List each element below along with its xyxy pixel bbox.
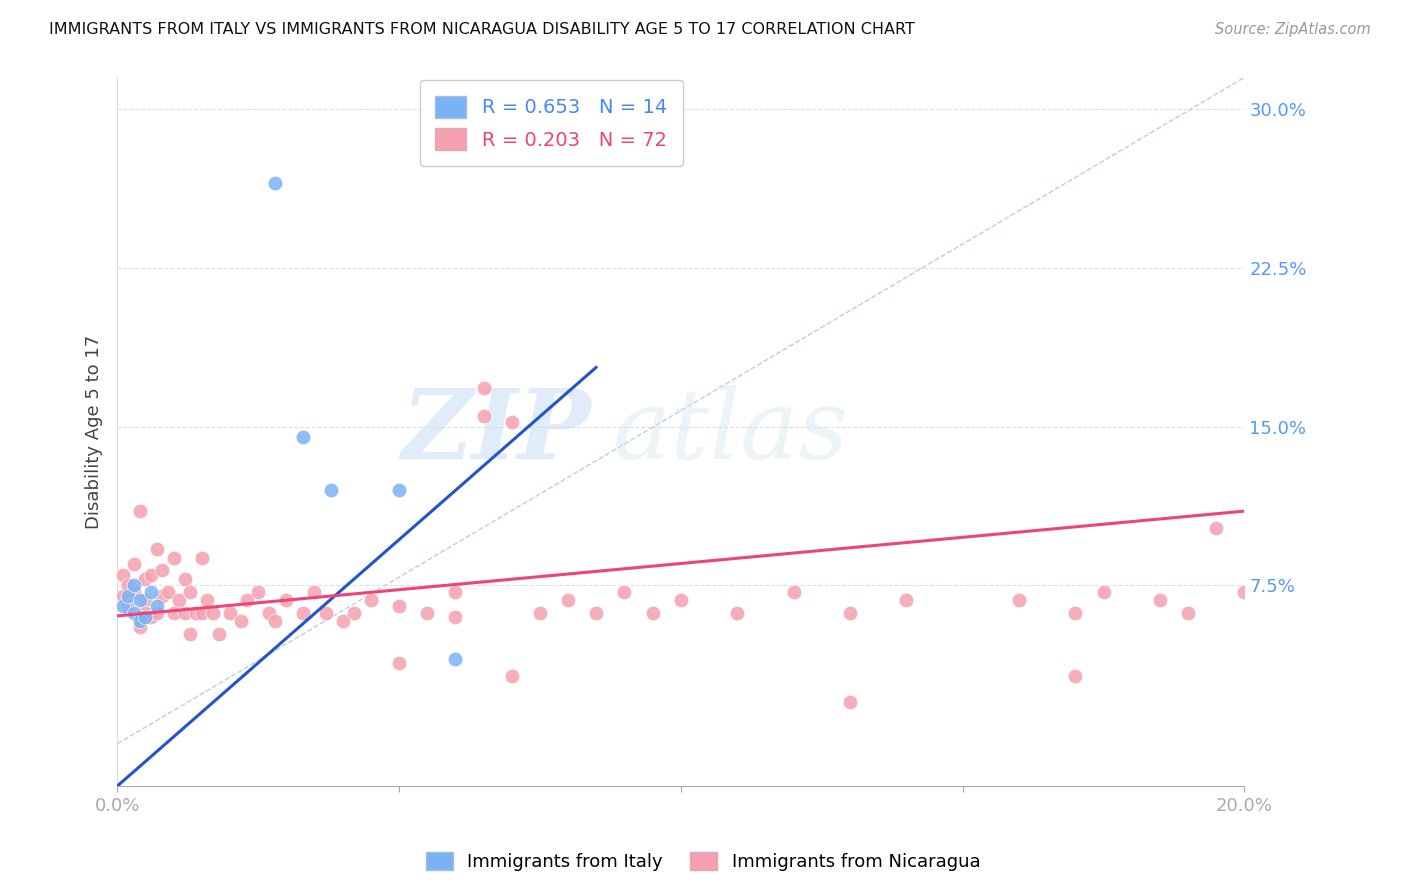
Point (360, 593, 382, 607)
Point (444, 610, 467, 624)
Point (117, 589, 139, 603)
Point (1205, 521, 1227, 535)
Point (388, 657, 411, 671)
Point (179, 584, 201, 599)
Point (134, 593, 156, 607)
Point (128, 593, 150, 607)
Point (838, 694, 860, 708)
Point (122, 584, 145, 599)
Text: ZIP: ZIP (401, 384, 591, 479)
Point (128, 504, 150, 518)
Point (259, 606, 281, 620)
Point (184, 606, 207, 620)
Point (122, 578, 145, 592)
Point (208, 627, 231, 641)
Text: IMMIGRANTS FROM ITALY VS IMMIGRANTS FROM NICARAGUA DISABILITY AGE 5 TO 17 CORREL: IMMIGRANTS FROM ITALY VS IMMIGRANTS FROM… (49, 22, 915, 37)
Point (292, 430, 315, 444)
Y-axis label: Disability Age 5 to 17: Disability Age 5 to 17 (86, 334, 103, 529)
Point (162, 606, 184, 620)
Point (150, 589, 173, 603)
Point (145, 599, 167, 614)
Point (304, 584, 326, 599)
Point (529, 606, 551, 620)
Point (1008, 593, 1031, 607)
Point (388, 483, 411, 497)
Point (472, 409, 495, 423)
Text: atlas: atlas (613, 384, 849, 479)
Legend: Immigrants from Italy, Immigrants from Nicaragua: Immigrants from Italy, Immigrants from N… (419, 845, 987, 879)
Point (264, 176, 287, 190)
Point (111, 589, 134, 603)
Text: Source: ZipAtlas.com: Source: ZipAtlas.com (1215, 22, 1371, 37)
Point (501, 669, 523, 683)
Point (557, 593, 579, 607)
Point (117, 599, 139, 614)
Point (128, 620, 150, 634)
Point (134, 572, 156, 586)
Point (292, 606, 315, 620)
Point (343, 606, 366, 620)
Point (641, 606, 664, 620)
Point (896, 593, 918, 607)
Point (725, 606, 748, 620)
Point (264, 614, 287, 628)
Point (315, 606, 337, 620)
Point (122, 606, 145, 620)
Point (838, 606, 860, 620)
Point (134, 606, 156, 620)
Point (167, 593, 190, 607)
Point (585, 606, 607, 620)
Point (122, 557, 145, 571)
Point (201, 606, 224, 620)
Point (388, 599, 411, 614)
Point (1149, 593, 1171, 607)
Point (145, 606, 167, 620)
Legend: R = 0.653   N = 14, R = 0.203   N = 72: R = 0.653 N = 14, R = 0.203 N = 72 (419, 80, 683, 166)
Point (1092, 584, 1115, 599)
Point (173, 606, 195, 620)
Point (444, 652, 467, 666)
Point (195, 593, 218, 607)
Point (117, 578, 139, 592)
Point (669, 593, 692, 607)
Point (162, 550, 184, 565)
Point (139, 610, 162, 624)
Point (444, 584, 467, 599)
Point (145, 542, 167, 557)
Point (128, 614, 150, 628)
Point (139, 567, 162, 582)
Point (150, 563, 173, 577)
Point (247, 584, 270, 599)
Point (179, 627, 201, 641)
Point (613, 584, 636, 599)
Point (219, 606, 242, 620)
Point (111, 567, 134, 582)
Point (276, 593, 298, 607)
Point (1064, 669, 1087, 683)
Point (236, 593, 259, 607)
Point (321, 483, 343, 497)
Point (134, 610, 156, 624)
Point (231, 614, 253, 628)
Point (501, 415, 523, 429)
Point (111, 599, 134, 614)
Point (1177, 606, 1199, 620)
Point (782, 584, 804, 599)
Point (190, 606, 212, 620)
Point (472, 381, 495, 395)
Point (139, 584, 162, 599)
Point (1064, 606, 1087, 620)
Point (1233, 584, 1256, 599)
Point (156, 584, 179, 599)
Point (190, 550, 212, 565)
Point (173, 572, 195, 586)
Point (332, 614, 354, 628)
Point (416, 606, 439, 620)
